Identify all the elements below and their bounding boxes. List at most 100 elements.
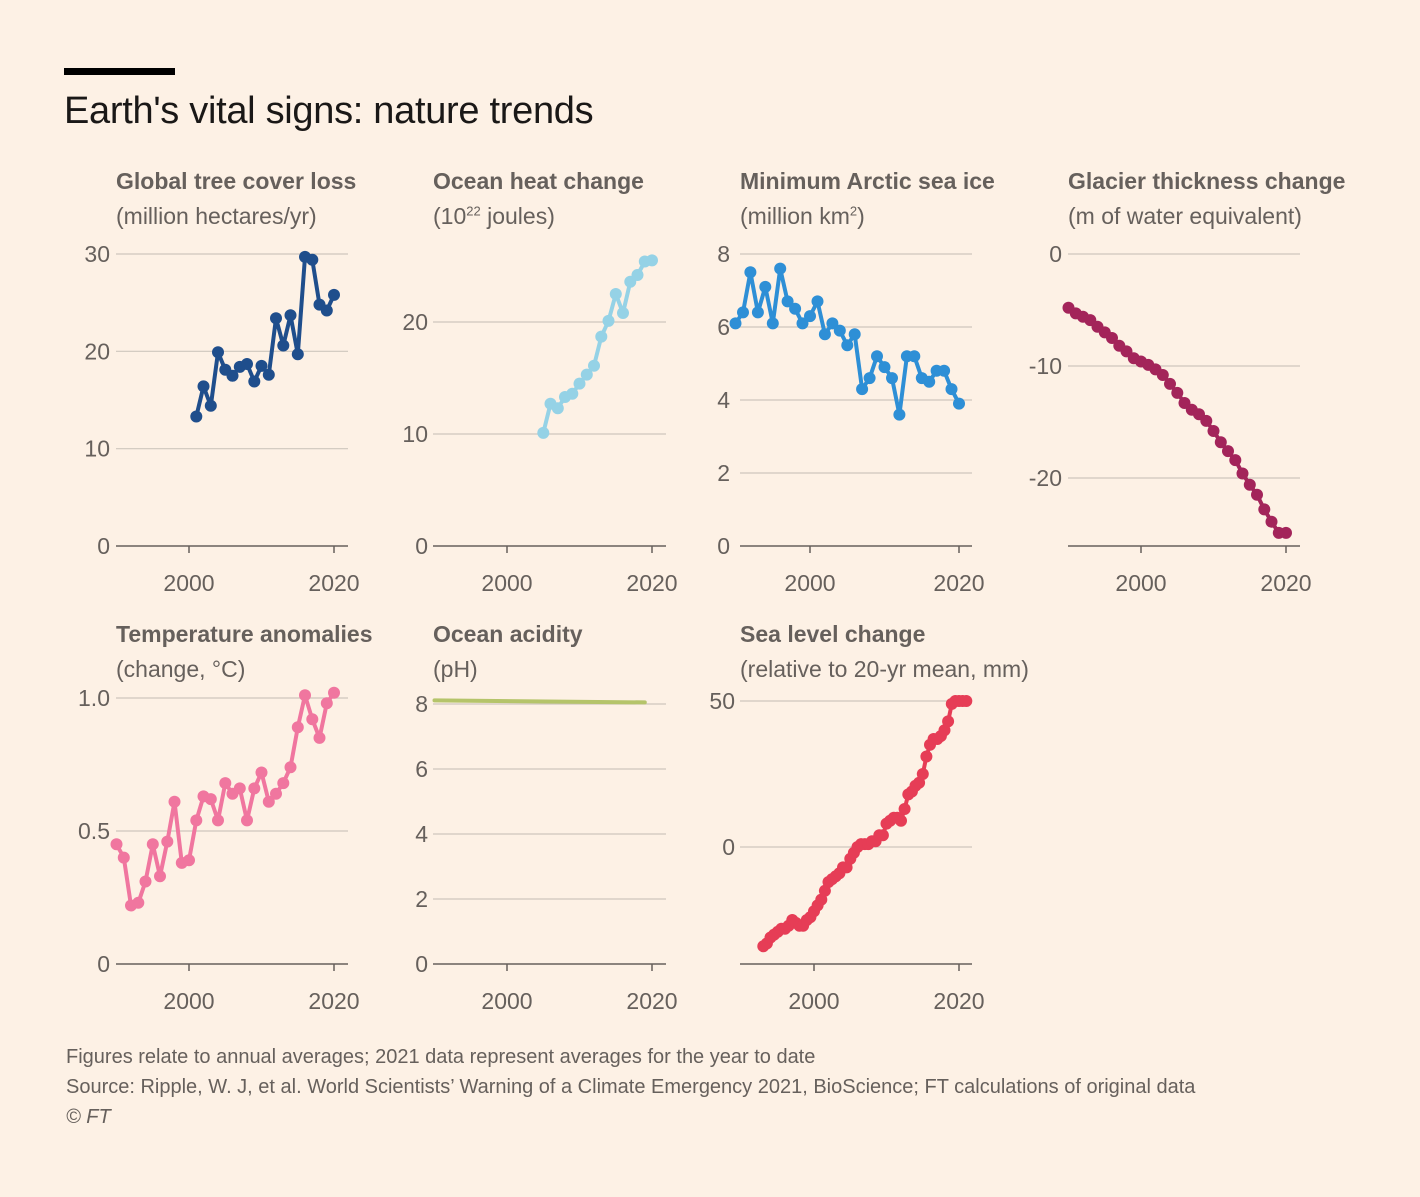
data-point bbox=[262, 795, 275, 808]
data-point bbox=[284, 309, 297, 322]
y-tick-label: 2 bbox=[717, 460, 730, 486]
data-point bbox=[306, 253, 319, 266]
data-point bbox=[161, 835, 174, 848]
data-point bbox=[306, 713, 319, 726]
series-line bbox=[432, 698, 647, 705]
y-tick-label: 0.5 bbox=[78, 818, 110, 844]
y-tick-label: 0 bbox=[415, 951, 428, 977]
data-point bbox=[876, 829, 889, 842]
y-tick-label: -20 bbox=[1029, 465, 1062, 491]
y-tick-label: 50 bbox=[709, 688, 735, 714]
data-point bbox=[1258, 503, 1271, 516]
data-point bbox=[588, 359, 600, 372]
y-tick-label: 6 bbox=[415, 756, 428, 782]
data-point bbox=[299, 689, 311, 702]
x-tick-label: 2020 bbox=[626, 988, 677, 1014]
data-point bbox=[942, 715, 955, 728]
data-point bbox=[262, 368, 275, 381]
data-point bbox=[811, 295, 824, 308]
data-point bbox=[1207, 425, 1220, 437]
x-tick-label: 2000 bbox=[1115, 570, 1166, 596]
data-point bbox=[1106, 332, 1118, 344]
data-point bbox=[291, 721, 304, 734]
data-point bbox=[602, 314, 615, 327]
data-point bbox=[886, 372, 898, 385]
data-point bbox=[617, 307, 629, 319]
data-point bbox=[920, 750, 933, 763]
data-point bbox=[132, 896, 145, 909]
data-point bbox=[270, 312, 282, 325]
data-point bbox=[789, 302, 802, 315]
data-point bbox=[1243, 478, 1256, 491]
data-point bbox=[751, 306, 764, 319]
x-tick-label: 2000 bbox=[163, 570, 214, 596]
data-point bbox=[744, 266, 757, 279]
x-tick-label: 2000 bbox=[788, 988, 839, 1014]
data-point bbox=[320, 697, 333, 710]
y-tick-label: 10 bbox=[84, 436, 110, 462]
data-point bbox=[117, 851, 130, 864]
x-tick-label: 2020 bbox=[308, 570, 359, 596]
data-point bbox=[1236, 467, 1249, 480]
y-tick-label: 20 bbox=[84, 338, 110, 364]
panel-title: Temperature anomalies bbox=[116, 621, 373, 647]
data-point bbox=[1265, 515, 1278, 528]
data-point bbox=[154, 870, 166, 883]
x-tick-label: 2000 bbox=[481, 988, 532, 1014]
data-point bbox=[609, 288, 622, 300]
data-point bbox=[190, 410, 203, 423]
data-point bbox=[833, 324, 846, 337]
data-point bbox=[566, 387, 579, 400]
panel-title: Minimum Arctic sea ice bbox=[740, 168, 995, 194]
data-point bbox=[916, 768, 929, 780]
data-point bbox=[729, 317, 742, 330]
data-point bbox=[1156, 369, 1169, 381]
x-tick-label: 2020 bbox=[626, 570, 677, 596]
data-point bbox=[631, 269, 644, 281]
data-point bbox=[1251, 488, 1263, 501]
data-point bbox=[766, 317, 779, 330]
data-point bbox=[277, 339, 290, 352]
y-tick-label: 0 bbox=[717, 533, 730, 559]
data-point bbox=[328, 686, 340, 699]
panel-title: Global tree cover loss bbox=[116, 168, 357, 194]
panel-title: Glacier thickness change bbox=[1068, 168, 1346, 194]
data-point bbox=[938, 364, 951, 377]
panel-title: Ocean acidity bbox=[433, 621, 583, 647]
data-point bbox=[1280, 526, 1292, 539]
data-point bbox=[871, 350, 883, 363]
data-point bbox=[270, 787, 282, 800]
data-point bbox=[1164, 377, 1176, 390]
data-point bbox=[110, 838, 123, 851]
panel-subtitle: (1022 joules) bbox=[433, 203, 555, 229]
x-tick-label: 2000 bbox=[784, 570, 835, 596]
data-point bbox=[863, 372, 876, 385]
data-point bbox=[595, 330, 608, 343]
data-point bbox=[551, 402, 564, 415]
data-point bbox=[893, 408, 906, 421]
data-point bbox=[284, 761, 297, 774]
series-line bbox=[194, 254, 336, 419]
data-point bbox=[241, 358, 253, 370]
data-point bbox=[646, 254, 658, 267]
data-point bbox=[1222, 445, 1234, 458]
data-point bbox=[953, 397, 965, 410]
data-point bbox=[1200, 414, 1213, 427]
panel-subtitle: (change, °C) bbox=[116, 656, 246, 682]
y-tick-label: 0 bbox=[97, 951, 110, 977]
data-point bbox=[537, 426, 550, 439]
data-point bbox=[818, 328, 831, 341]
data-point bbox=[804, 310, 816, 323]
y-tick-label: 10 bbox=[402, 421, 428, 447]
data-point bbox=[328, 288, 340, 301]
data-point bbox=[226, 369, 239, 382]
y-tick-label: 6 bbox=[717, 314, 730, 340]
y-tick-label: 4 bbox=[415, 821, 428, 847]
y-tick-label: 0 bbox=[415, 533, 428, 559]
panel-title: Sea level change bbox=[740, 621, 926, 647]
page-title: Earth's vital signs: nature trends bbox=[64, 90, 594, 132]
data-point bbox=[197, 380, 210, 393]
data-point bbox=[233, 782, 246, 795]
y-tick-label: 30 bbox=[84, 241, 110, 267]
panel-subtitle: (relative to 20-yr mean, mm) bbox=[740, 656, 1029, 682]
